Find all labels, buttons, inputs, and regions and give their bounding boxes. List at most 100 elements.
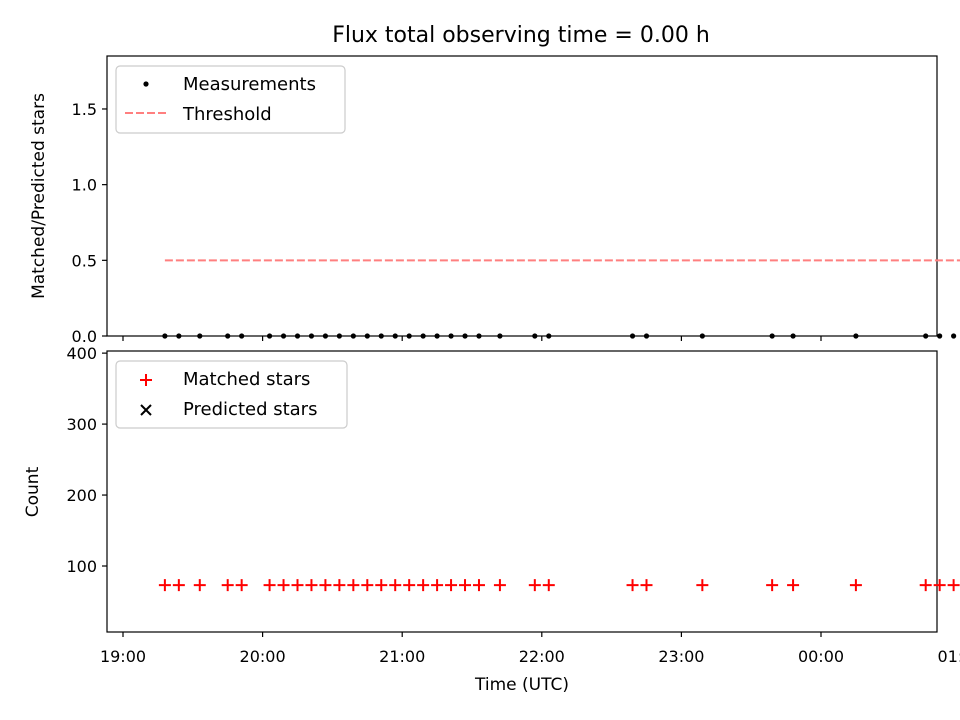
matched-star-point: [389, 579, 402, 592]
measurement-point: [322, 333, 329, 339]
matched-star-point: [305, 579, 318, 592]
measurement-point: [197, 333, 203, 339]
matched-star-point: [787, 579, 800, 592]
measurement-point: [364, 333, 370, 339]
measurement-point: [350, 333, 356, 339]
bottom-plot-frame: [106, 350, 938, 633]
measurement-point: [790, 333, 796, 339]
x-tick-label: 20:00: [240, 647, 286, 666]
x-tick-label: 22:00: [519, 647, 565, 666]
measurements-series: [162, 333, 957, 339]
matched-star-point: [493, 579, 506, 592]
matched-star-point: [766, 579, 779, 592]
measurement-point: [239, 333, 245, 339]
matched-star-point: [696, 579, 709, 592]
top-y-ticks: 0.0 0.5 1.0 1.5: [72, 100, 107, 346]
measurement-point: [308, 333, 315, 339]
measurement-point: [434, 333, 440, 339]
measurement-point: [546, 333, 552, 339]
top-legend: Measurements Threshold: [115, 65, 346, 134]
bottom-y-tick-label: 200: [66, 486, 97, 505]
measurement-point: [420, 333, 426, 339]
matched-star-point: [361, 579, 374, 592]
legend-marker-measurements: [143, 81, 149, 87]
matched-star-point: [193, 579, 206, 592]
bottom-y-axis-label: Count: [23, 466, 43, 517]
measurement-point: [448, 333, 454, 339]
legend-label-measurements: Measurements: [183, 74, 316, 95]
matched-star-point: [947, 579, 960, 592]
x-tick-label: 01:00: [938, 647, 960, 666]
legend-label-matched: Matched stars: [183, 369, 310, 390]
bottom-y-tick-label: 400: [66, 344, 97, 363]
measurement-point: [176, 333, 182, 339]
matched-star-point: [291, 579, 304, 592]
matched-star-point: [472, 579, 485, 592]
measurement-point: [378, 333, 384, 339]
measurement-point: [280, 333, 287, 339]
x-tick-label: 00:00: [798, 647, 844, 666]
legend-marker-predicted: [140, 404, 152, 416]
measurement-point: [629, 333, 636, 339]
matched-star-point: [347, 579, 360, 592]
top-y-tick-label: 1.0: [72, 176, 97, 195]
x-tick-label: 21:00: [379, 647, 425, 666]
top-y-axis-label: Matched/Predicted stars: [29, 93, 49, 299]
measurement-point: [225, 333, 231, 339]
measurement-point: [532, 333, 538, 339]
matched-star-point: [319, 579, 332, 592]
top-y-tick-label: 1.5: [72, 100, 97, 119]
top-x-ticks: [122, 336, 960, 341]
matched-star-point: [277, 579, 290, 592]
matched-star-point: [933, 579, 946, 592]
measurement-point: [497, 333, 503, 339]
matched-star-point: [375, 579, 388, 592]
matched-star-point: [235, 579, 248, 592]
top-legend-box: [115, 65, 346, 134]
top-y-tick-label: 0.5: [72, 251, 97, 270]
measurement-point: [643, 333, 650, 339]
bottom-y-tick-label: 100: [66, 557, 97, 576]
measurement-point: [266, 333, 273, 339]
chart-title: Flux total observing time = 0.00 h: [332, 23, 710, 48]
matched-stars-series: [158, 579, 960, 592]
bottom-x-ticks: 19:0020:0021:0022:0023:0000:0001:0002:00…: [100, 632, 960, 666]
measurement-point: [937, 333, 943, 339]
measurement-point: [162, 333, 168, 339]
measurement-point: [699, 333, 705, 339]
matched-star-point: [263, 579, 276, 592]
matched-star-point: [459, 579, 472, 592]
matched-star-point: [919, 579, 932, 592]
matched-star-point: [403, 579, 416, 592]
matched-star-point: [528, 579, 541, 592]
matched-star-point: [221, 579, 234, 592]
top-y-tick-label: 0.0: [72, 327, 97, 346]
matched-star-point: [333, 579, 346, 592]
measurement-point: [336, 333, 342, 339]
measurement-point: [476, 333, 482, 339]
matched-star-point: [158, 579, 171, 592]
matched-star-point: [172, 579, 185, 592]
matched-star-point: [445, 579, 458, 592]
x-tick-label: 19:00: [100, 647, 146, 666]
bottom-legend-box: [115, 360, 348, 429]
legend-label-predicted: Predicted stars: [183, 399, 317, 420]
legend-marker-matched: [140, 374, 152, 386]
measurement-point: [392, 333, 398, 339]
top-plot-frame: [106, 55, 938, 337]
matched-star-point: [542, 579, 555, 592]
matched-star-point: [431, 579, 444, 592]
measurement-point: [406, 333, 412, 339]
measurement-point: [923, 333, 929, 339]
matched-star-point: [417, 579, 430, 592]
measurement-point: [462, 333, 468, 339]
matched-star-point: [626, 579, 639, 592]
matched-star-point: [640, 579, 653, 592]
measurement-point: [951, 333, 957, 339]
measurement-point: [853, 333, 859, 339]
bottom-legend: Matched stars Predicted stars: [115, 360, 348, 429]
legend-label-threshold: Threshold: [182, 104, 272, 125]
matched-star-point: [849, 579, 862, 592]
bottom-y-ticks: 100 200 300 400: [66, 344, 107, 576]
